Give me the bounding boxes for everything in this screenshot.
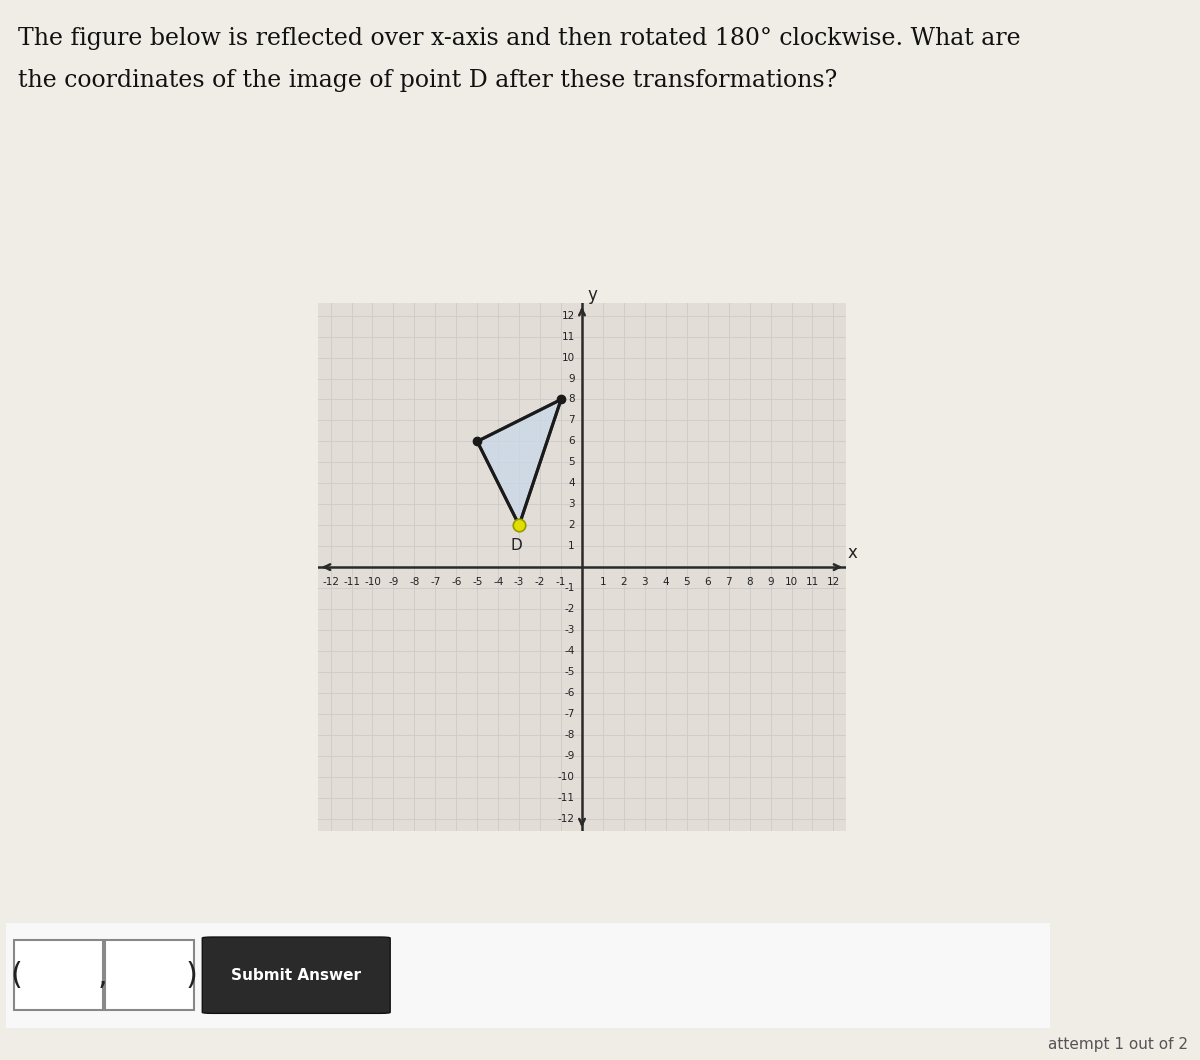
Text: D: D (510, 537, 522, 552)
Text: 4: 4 (662, 577, 670, 586)
Text: 1: 1 (568, 542, 575, 551)
Text: -9: -9 (564, 750, 575, 761)
Text: 8: 8 (568, 394, 575, 405)
FancyBboxPatch shape (14, 940, 103, 1010)
FancyBboxPatch shape (203, 937, 390, 1013)
Text: (: ( (11, 960, 23, 990)
Text: -1: -1 (556, 577, 566, 586)
Text: 9: 9 (767, 577, 774, 586)
Text: attempt 1 out of 2: attempt 1 out of 2 (1048, 1037, 1188, 1052)
Text: 3: 3 (642, 577, 648, 586)
Polygon shape (478, 400, 562, 525)
Text: 4: 4 (568, 478, 575, 489)
Text: -7: -7 (564, 709, 575, 719)
Text: 3: 3 (568, 499, 575, 509)
Text: -5: -5 (564, 667, 575, 677)
Text: 10: 10 (785, 577, 798, 586)
Text: the coordinates of the image of point D after these transformations?: the coordinates of the image of point D … (18, 69, 838, 92)
Text: -8: -8 (409, 577, 420, 586)
Text: 5: 5 (684, 577, 690, 586)
Text: -10: -10 (364, 577, 380, 586)
Text: 6: 6 (568, 437, 575, 446)
Text: -4: -4 (493, 577, 503, 586)
Text: -11: -11 (343, 577, 360, 586)
Text: -3: -3 (514, 577, 524, 586)
Text: 12: 12 (562, 311, 575, 321)
Text: -6: -6 (451, 577, 462, 586)
Text: -2: -2 (535, 577, 545, 586)
FancyBboxPatch shape (106, 940, 194, 1010)
Text: 2: 2 (620, 577, 628, 586)
Text: 5: 5 (568, 457, 575, 467)
Text: -2: -2 (564, 604, 575, 614)
Text: 2: 2 (568, 520, 575, 530)
Text: -10: -10 (558, 772, 575, 781)
Text: 10: 10 (562, 353, 575, 363)
Text: 7: 7 (568, 416, 575, 425)
Text: 7: 7 (725, 577, 732, 586)
Text: 11: 11 (806, 577, 820, 586)
Text: -12: -12 (322, 577, 340, 586)
Text: -1: -1 (564, 583, 575, 593)
Text: 9: 9 (568, 373, 575, 384)
Text: Submit Answer: Submit Answer (232, 968, 361, 983)
Text: y: y (587, 286, 598, 304)
Text: -6: -6 (564, 688, 575, 697)
Text: -12: -12 (558, 813, 575, 824)
Text: 1: 1 (600, 577, 606, 586)
Text: -5: -5 (472, 577, 482, 586)
Text: 12: 12 (827, 577, 840, 586)
Text: -8: -8 (564, 729, 575, 740)
Text: -9: -9 (389, 577, 398, 586)
Text: ,: , (97, 960, 107, 990)
Text: 8: 8 (746, 577, 752, 586)
Text: 6: 6 (704, 577, 712, 586)
Text: -7: -7 (430, 577, 440, 586)
FancyBboxPatch shape (0, 921, 1061, 1029)
Text: -11: -11 (558, 793, 575, 802)
Text: The figure below is reflected over x-axis and then rotated 180° clockwise. What : The figure below is reflected over x-axi… (18, 26, 1021, 50)
Text: 11: 11 (562, 332, 575, 341)
Text: x: x (847, 544, 857, 562)
Text: -4: -4 (564, 646, 575, 656)
Text: ): ) (186, 960, 198, 990)
Text: -3: -3 (564, 625, 575, 635)
